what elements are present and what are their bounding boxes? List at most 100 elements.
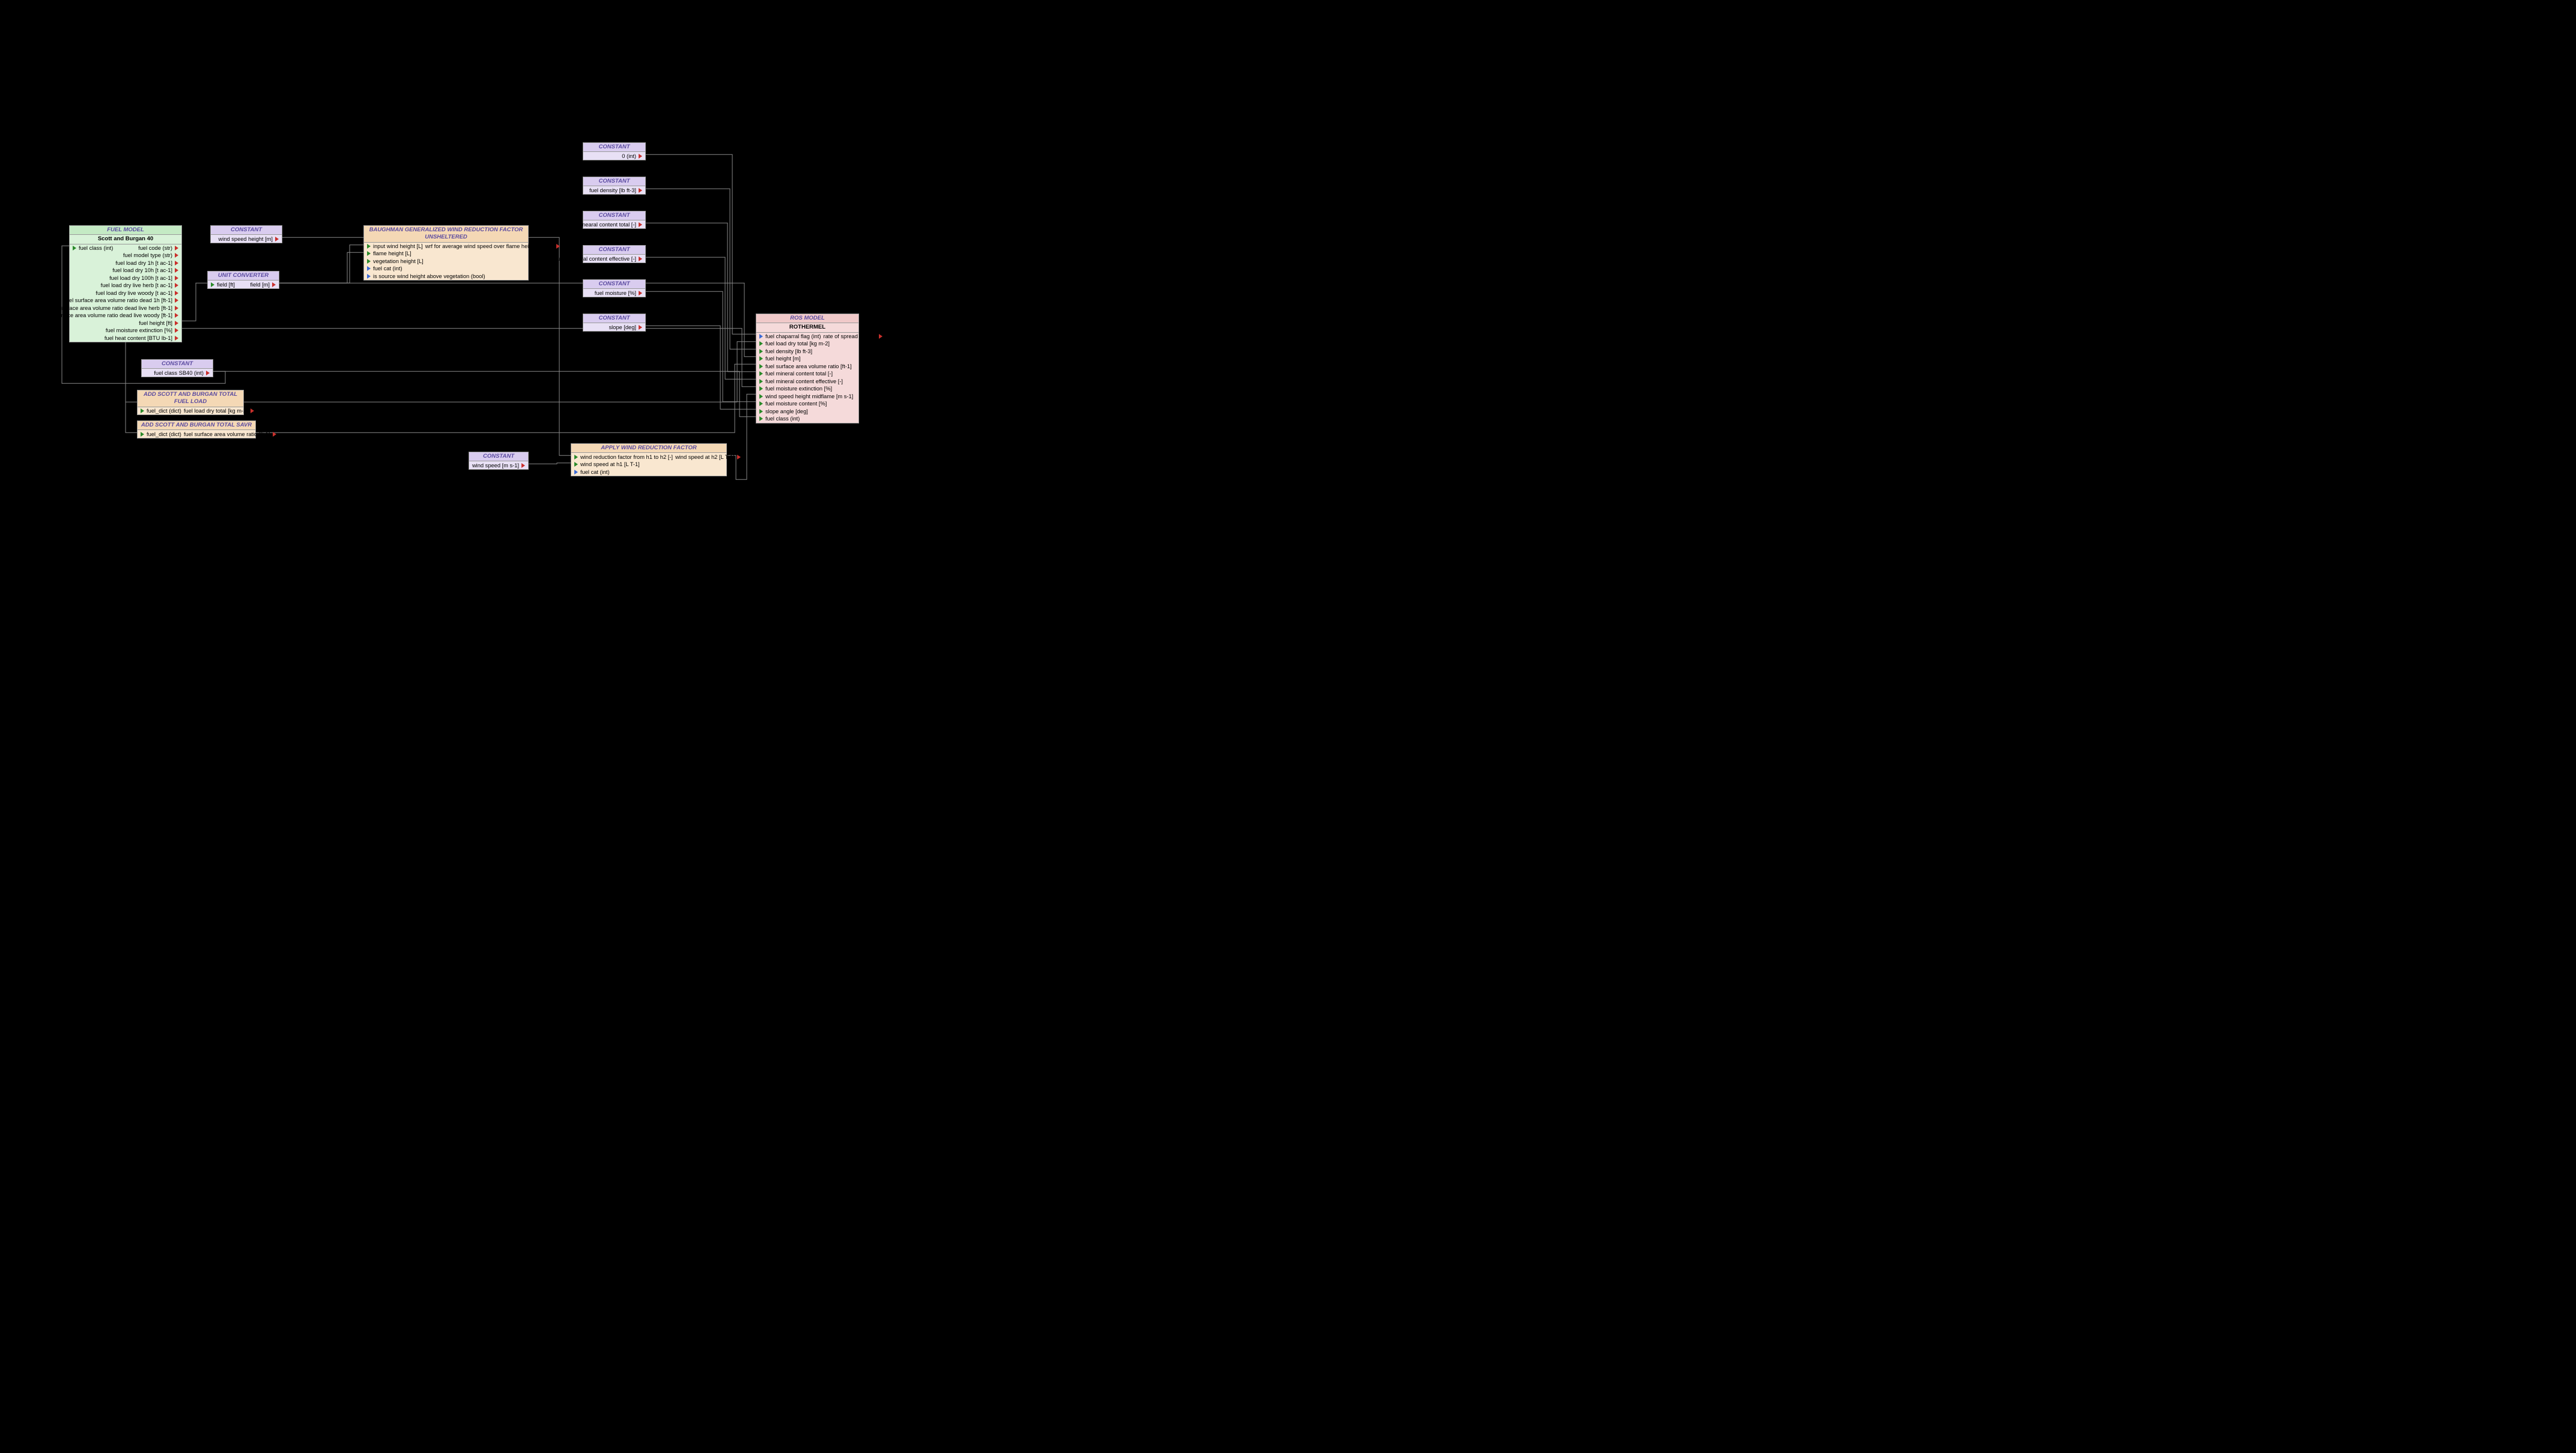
wire (244, 342, 756, 402)
node-body: fuel moisture [%] (583, 289, 645, 297)
node-apply_wrf[interactable]: APPLY WIND REDUCTION FACTORwind reductio… (571, 443, 727, 476)
port-label: slope [deg] (608, 324, 638, 331)
port-out[interactable] (175, 306, 178, 311)
port-in[interactable] (759, 334, 763, 339)
port-label: wind reduction factor from h1 to h2 [-] (579, 453, 674, 461)
port-out[interactable] (175, 283, 178, 288)
port-label: flame height [L] (372, 250, 413, 257)
node-rothermel[interactable]: ROS MODELROTHERMELfuel chaparral flag (i… (756, 314, 859, 423)
port-out[interactable] (175, 298, 178, 303)
port-out[interactable] (639, 154, 642, 159)
port-in[interactable] (759, 386, 763, 391)
node-const_density[interactable]: CONSTANTfuel density [lb ft-3] (583, 177, 646, 195)
port-in[interactable] (367, 244, 371, 249)
port-in[interactable] (141, 432, 144, 437)
port-out[interactable] (175, 328, 178, 333)
port-out[interactable] (556, 244, 560, 249)
wire (727, 394, 756, 479)
port-out[interactable] (175, 336, 178, 341)
port-label: fuel height [m] (764, 355, 801, 362)
port-in[interactable] (367, 266, 371, 271)
port-in[interactable] (141, 408, 144, 413)
node-const_wind_height[interactable]: CONSTANTwind speed height [m] (210, 225, 282, 243)
port-label: fuel mineral content total [-] (764, 370, 834, 377)
port-in[interactable] (759, 364, 763, 369)
port-in[interactable] (759, 371, 763, 376)
node-header: CONSTANT (583, 177, 645, 186)
port-in[interactable] (759, 401, 763, 406)
port-in[interactable] (759, 341, 763, 346)
node-const_0[interactable]: CONSTANT0 (int) (583, 142, 646, 160)
port-out[interactable] (175, 276, 178, 281)
node-header: CONSTANT (583, 246, 645, 255)
port-label: fuel moisture extinction [%] (764, 385, 833, 392)
port-out[interactable] (639, 325, 642, 330)
wire (182, 329, 756, 387)
node-body: wind speed height [m] (211, 235, 282, 243)
port-label: field [m] (249, 281, 271, 288)
port-out[interactable] (206, 371, 210, 375)
port-out[interactable] (175, 253, 178, 258)
port-in[interactable] (211, 282, 214, 287)
node-const_moisture[interactable]: CONSTANTfuel moisture [%] (583, 279, 646, 297)
port-label: fuel class (int) (77, 244, 114, 252)
node-const_sb40[interactable]: CONSTANTfuel class SB40 (int) (141, 359, 213, 377)
port-out[interactable] (251, 408, 254, 413)
port-in[interactable] (759, 349, 763, 354)
node-fuel_model[interactable]: FUEL MODELScott and Burgan 40fuel class … (69, 225, 182, 342)
port-out[interactable] (879, 334, 882, 339)
port-label: fuel height [ft] (138, 320, 174, 327)
port-out[interactable] (737, 455, 741, 460)
port-out[interactable] (175, 291, 178, 296)
port-label: fuel density [lb ft-3] (764, 348, 813, 355)
port-out[interactable] (175, 313, 178, 318)
port-in[interactable] (574, 470, 578, 475)
node-body: fuel_dict (dict)fuel surface area volume… (138, 430, 255, 438)
port-in[interactable] (73, 246, 76, 250)
port-out[interactable] (175, 261, 178, 265)
node-header: CONSTANT (211, 226, 282, 235)
wire (279, 245, 363, 284)
port-out[interactable] (639, 222, 642, 227)
node-const_mineral_eff[interactable]: CONSTANTfuel minearal content effective … (583, 245, 646, 263)
node-baughman[interactable]: BAUGHMAN GENERALIZED WIND REDUCTION FACT… (363, 225, 529, 281)
port-in[interactable] (759, 409, 763, 414)
node-unit_conv[interactable]: UNIT CONVERTERfield [ft]field [m] (207, 271, 279, 289)
port-out[interactable] (175, 321, 178, 326)
port-in[interactable] (759, 394, 763, 399)
port-out[interactable] (639, 256, 642, 261)
port-in[interactable] (759, 416, 763, 421)
port-label: fuel_dict (dict) (145, 431, 183, 438)
port-out[interactable] (639, 188, 642, 193)
port-in[interactable] (574, 462, 578, 467)
port-out[interactable] (639, 291, 642, 296)
port-in[interactable] (367, 274, 371, 279)
port-out[interactable] (272, 282, 276, 287)
port-out[interactable] (275, 237, 279, 241)
port-label: fuel load dry total [kg m-2] (764, 340, 831, 347)
port-out[interactable] (175, 246, 178, 250)
port-in[interactable] (367, 251, 371, 256)
port-in[interactable] (759, 356, 763, 361)
port-label: fuel density [lb ft-3] (588, 187, 637, 194)
node-body: slope [deg] (583, 323, 645, 331)
node-const_mineral_total[interactable]: CONSTANTfuel minearal content total [-] (583, 211, 646, 229)
port-in[interactable] (574, 455, 578, 460)
node-add_savr[interactable]: ADD SCOTT AND BURGAN TOTAL SAVRfuel_dict… (137, 420, 256, 438)
port-out[interactable] (273, 432, 276, 437)
node-graph-canvas[interactable]: FUEL MODELScott and Burgan 40fuel class … (0, 0, 901, 511)
port-out[interactable] (175, 268, 178, 273)
node-body: 0 (int) (583, 152, 645, 160)
port-in[interactable] (367, 259, 371, 264)
port-label: wind speed [m s-1] (471, 462, 520, 469)
port-out[interactable] (521, 463, 525, 468)
port-label: fuel chaparral flag (int) (764, 333, 822, 340)
port-label: fuel load dry live herb [t ac-1] (100, 282, 174, 289)
node-const_slope[interactable]: CONSTANTslope [deg] (583, 314, 646, 332)
port-label: fuel moisture content [%] (764, 400, 828, 407)
node-add_fl[interactable]: ADD SCOTT AND BURGAN TOTAL FUEL LOADfuel… (137, 390, 244, 415)
port-label: fuel load dry live woody [t ac-1] (94, 290, 174, 297)
port-label: wrf for average wind speed over flame he… (424, 243, 555, 250)
node-const_windspeed[interactable]: CONSTANTwind speed [m s-1] (469, 452, 529, 470)
port-in[interactable] (759, 379, 763, 384)
